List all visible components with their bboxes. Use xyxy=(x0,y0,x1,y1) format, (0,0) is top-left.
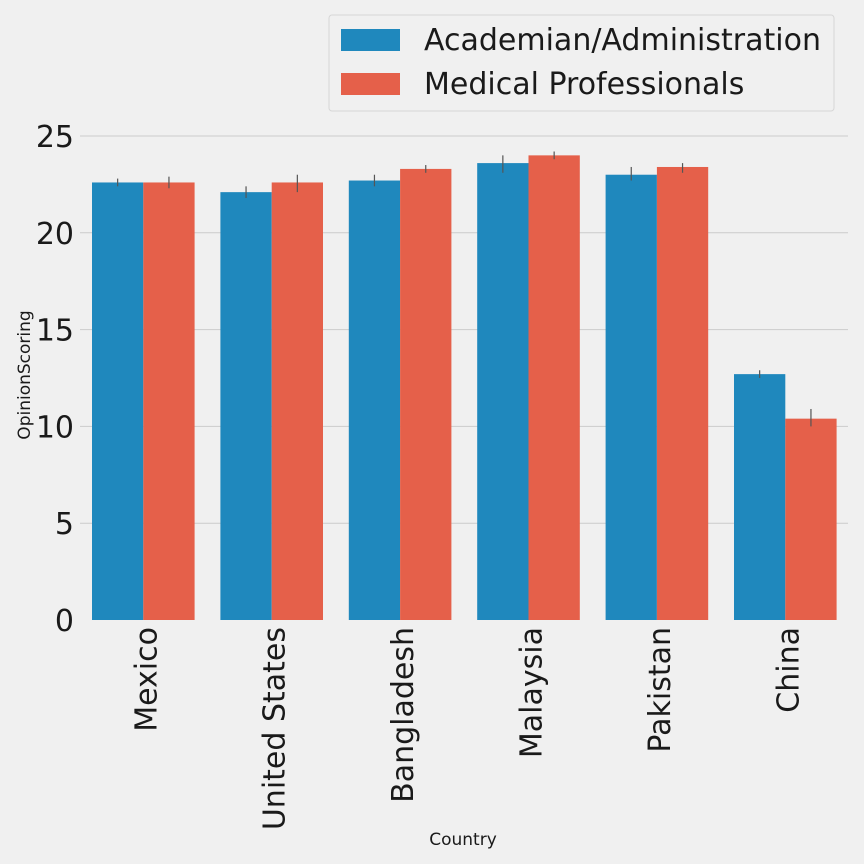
legend-swatch-academian xyxy=(341,29,400,51)
y-axis-label: OpinionScoring xyxy=(15,310,35,439)
y-tick-label: 20 xyxy=(36,217,74,252)
x-tick-label: Mexico xyxy=(129,627,164,732)
legend-label-medical: Medical Professionals xyxy=(424,67,744,102)
x-tick-label: Bangladesh xyxy=(386,627,421,803)
y-tick-label: 0 xyxy=(55,604,74,639)
legend-frame xyxy=(328,14,835,112)
bars xyxy=(92,155,837,621)
bar-1 xyxy=(400,168,452,621)
bar-1 xyxy=(271,182,323,621)
legend: Academian/Administration Medical Profess… xyxy=(328,14,835,112)
y-tick-label: 5 xyxy=(55,507,74,542)
x-tick-label: China xyxy=(771,627,806,713)
x-tick-label: Pakistan xyxy=(643,627,678,753)
x-axis-label: Country xyxy=(429,830,497,850)
x-tick-label: United States xyxy=(258,627,293,830)
bar-0 xyxy=(92,182,144,621)
y-tick-label: 10 xyxy=(36,410,74,445)
x-tick-labels: Mexico United States Bangladesh Malaysia Pak… xyxy=(129,627,806,830)
bar-0 xyxy=(605,174,657,620)
legend-swatch-medical xyxy=(341,73,400,95)
y-tick-labels: 0 5 10 15 20 25 xyxy=(36,120,74,639)
bar-1 xyxy=(528,155,580,621)
bar-0 xyxy=(477,163,529,620)
grid-lines xyxy=(80,135,848,524)
x-tick-label: Malaysia xyxy=(515,627,550,758)
bar-1 xyxy=(143,182,195,621)
bar-0 xyxy=(734,374,786,620)
bar-0 xyxy=(220,192,272,621)
error-bars xyxy=(117,151,812,427)
bar-1 xyxy=(785,418,837,620)
bar-1 xyxy=(656,166,709,620)
y-tick-label: 25 xyxy=(36,120,74,155)
legend-label-academian: Academian/Administration xyxy=(424,23,821,58)
bar-0 xyxy=(348,180,401,620)
y-tick-label: 15 xyxy=(36,314,74,349)
